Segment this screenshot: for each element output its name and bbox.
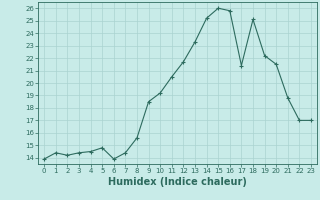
X-axis label: Humidex (Indice chaleur): Humidex (Indice chaleur) bbox=[108, 177, 247, 187]
